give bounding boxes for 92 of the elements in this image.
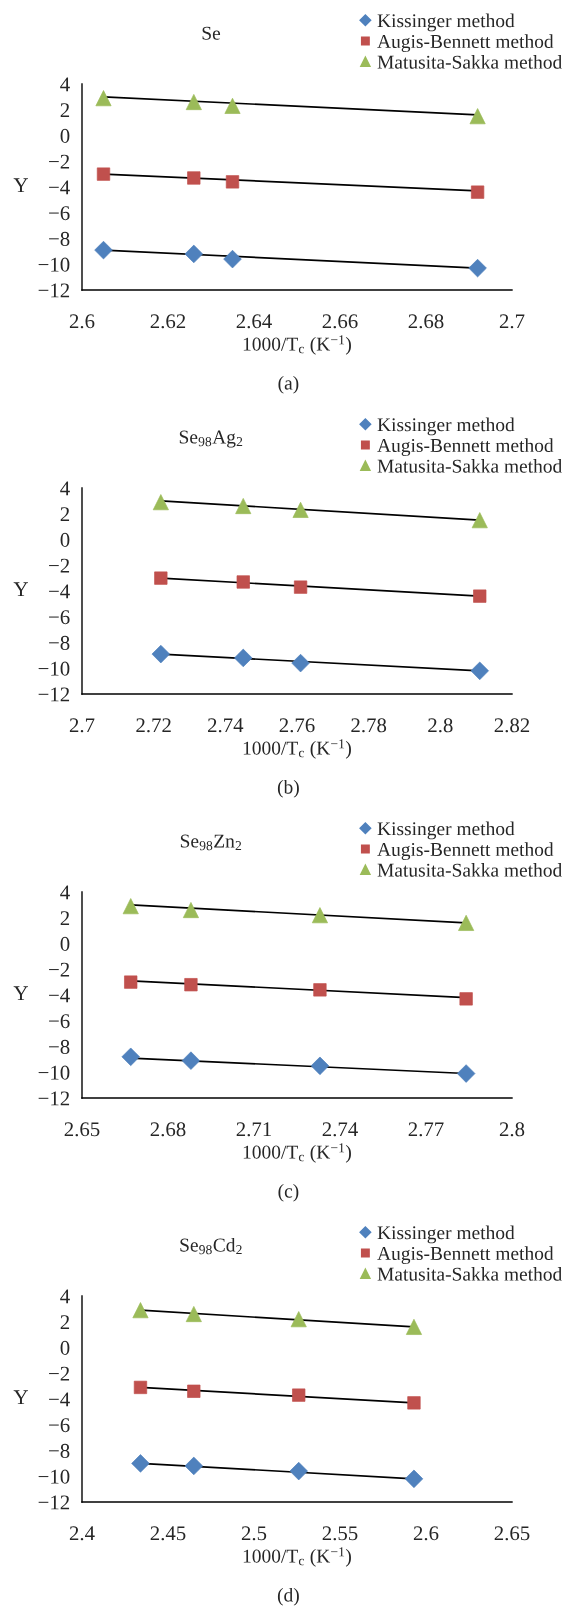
y-tick-label: −8: [49, 1443, 70, 1458]
chart-title: Se$_{98}$Zn$_{2}$: [180, 834, 242, 851]
y-tick-label: −2: [49, 1366, 70, 1381]
x-tick-label: 2.68: [408, 314, 444, 329]
y-tick-label: −6: [49, 1418, 70, 1433]
y-tick-label: −12: [38, 1495, 70, 1510]
x-axis-title: 1000/T$_{c}$ (K$^{−1}$): [243, 1143, 351, 1163]
x-tick-label: 2.7: [69, 718, 95, 733]
x-tick-label: 2.82: [494, 718, 530, 733]
x-tick-label: 2.78: [351, 718, 387, 733]
legend-label: Kissinger method: [377, 13, 515, 32]
x-tick-label: 2.72: [136, 718, 171, 733]
y-tick-label: −10: [38, 1065, 70, 1080]
y-tick-label: −4: [49, 180, 70, 195]
y-tick-label: −8: [49, 635, 70, 650]
y-tick-label: −2: [49, 962, 70, 977]
legend-label: Matusita-Sakka method: [377, 863, 563, 877]
x-tick-label: 2.65: [64, 1122, 100, 1137]
y-tick-label: −4: [49, 1392, 70, 1407]
y-tick-label: −2: [49, 558, 70, 573]
text: (b): [277, 779, 299, 798]
x-tick-label: 2.71: [236, 1122, 271, 1137]
text: (a): [278, 375, 299, 394]
y-tick-label: −4: [49, 988, 70, 1003]
y-tick-label: −10: [38, 257, 70, 272]
x-tick-label: 2.4: [69, 1526, 95, 1541]
y-tick-label: −4: [49, 584, 70, 599]
y-axis-title: Y: [13, 582, 28, 597]
x-tick-label: 2.5: [241, 1526, 267, 1541]
point: [289, 1461, 308, 1481]
x-tick-label: 2.64: [236, 314, 272, 329]
y-tick-label: 0: [60, 532, 70, 547]
y-tick-label: 0: [60, 936, 70, 951]
x-tick-label: 2.65: [494, 1526, 530, 1541]
y-tick-label: −12: [38, 283, 70, 298]
text: (d): [277, 1587, 299, 1606]
legend-label: Matusita-Sakka method: [377, 459, 563, 473]
y-tick-label: 0: [60, 1340, 70, 1355]
y-tick-label: 0: [60, 128, 70, 143]
legend-label: Kissinger method: [377, 417, 515, 436]
x-tick-label: 2.55: [322, 1526, 358, 1541]
x-tick-label: 2.8: [499, 1122, 525, 1137]
y-tick-label: −2: [49, 154, 70, 169]
text: (c): [278, 1183, 299, 1202]
y-tick-label: −8: [49, 231, 70, 246]
x-axis-title: 1000/T$_{c}$ (K$^{−1}$): [243, 739, 351, 759]
legend-label: Matusita-Sakka method: [377, 1267, 563, 1281]
y-tick-label: −10: [38, 1469, 70, 1484]
y-tick-label: 2: [60, 507, 70, 521]
y-tick-label: −6: [49, 1014, 70, 1029]
x-tick-label: 2.8: [428, 718, 453, 733]
x-tick-label: 2.45: [150, 1526, 186, 1541]
legend-label: Augis-Bennett method: [377, 34, 554, 53]
y-tick-label: 4: [60, 1289, 70, 1304]
legend-label: Augis-Bennett method: [377, 438, 554, 457]
point: [181, 1051, 201, 1070]
legend-label: Augis-Bennett method: [377, 1246, 554, 1265]
x-tick-label: 2.6: [413, 1526, 439, 1541]
x-tick-label: 2.74: [208, 718, 244, 733]
chart-title: Se$_{98}$Cd$_{2}$: [180, 1237, 242, 1255]
y-axis-title: Y: [13, 986, 28, 1001]
y-tick-label: 4: [60, 885, 70, 900]
legend-label: Kissinger method: [377, 821, 515, 840]
y-tick-label: −6: [49, 206, 70, 221]
chart-title: Se$_{98}$Ag$_{2}$: [179, 430, 243, 448]
y-tick-label: −12: [38, 1091, 70, 1106]
y-tick-label: −8: [49, 1039, 70, 1054]
y-tick-label: 4: [60, 481, 70, 496]
x-tick-label: 2.6: [69, 314, 95, 329]
x-tick-label: 2.74: [322, 1122, 358, 1137]
legend-label: Kissinger method: [377, 1225, 515, 1244]
x-tick-label: 2.68: [150, 1122, 186, 1137]
y-tick-label: 4: [60, 77, 70, 92]
x-tick-label: 2.62: [150, 314, 186, 329]
x-tick-label: 2.77: [408, 1122, 444, 1137]
chart-title: Se: [202, 26, 221, 40]
y-tick-label: −10: [38, 661, 70, 676]
x-tick-label: 2.66: [322, 314, 358, 329]
y-tick-label: 2: [60, 911, 70, 925]
x-axis-title: 1000/T$_{c}$ (K$^{−1}$): [243, 1547, 351, 1567]
y-tick-label: −12: [38, 687, 70, 702]
x-axis-title: 1000/T$_{c}$ (K$^{−1}$): [243, 335, 351, 355]
y-axis-title: Y: [13, 1390, 28, 1405]
y-tick-label: −6: [49, 610, 70, 625]
legend-label: Matusita-Sakka method: [377, 55, 563, 69]
x-tick-label: 2.76: [279, 718, 315, 733]
y-axis-title: Y: [13, 178, 28, 193]
point: [456, 1064, 476, 1083]
x-tick-label: 2.7: [499, 314, 525, 329]
legend-label: Augis-Bennett method: [377, 842, 554, 861]
y-tick-label: 2: [60, 1315, 70, 1329]
y-tick-label: 2: [60, 103, 70, 117]
